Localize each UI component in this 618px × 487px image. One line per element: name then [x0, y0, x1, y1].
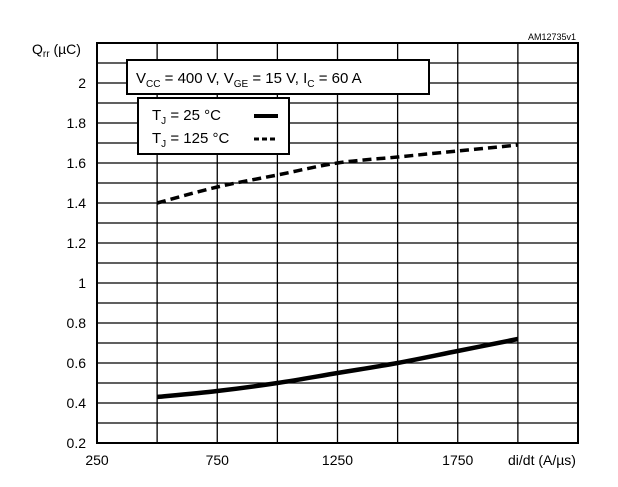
- series-layer: [156, 143, 519, 400]
- legend: TJ = 25 °C TJ = 125 °C: [137, 97, 290, 155]
- y-tick-label: 1.4: [67, 195, 87, 211]
- y-tick-label: 1.6: [67, 155, 87, 171]
- y-axis-label: Qrr (µC): [32, 41, 81, 60]
- y-tick-label: 0.6: [67, 355, 87, 371]
- vge-symbol: V: [224, 70, 234, 87]
- x-tick-label: 750: [206, 452, 230, 468]
- y-tick-label: 1: [78, 275, 86, 291]
- ic-symbol: I: [303, 70, 307, 87]
- series-line-tj-125c: [156, 143, 519, 205]
- y-tick-label: 2: [78, 75, 86, 91]
- conditions-text: VCC = 400 V, VGE = 15 V, IC = 60 A: [136, 70, 362, 90]
- series-line-tj-25c: [156, 336, 519, 400]
- y-tick-label: 0.8: [67, 315, 87, 331]
- x-tick-label: 1250: [322, 452, 353, 468]
- legend-label-125c: TJ = 125 °C: [152, 130, 229, 150]
- y-tick-label: 0.4: [67, 395, 87, 411]
- plot-frame: [96, 42, 579, 444]
- y-tick-label: 1.8: [67, 115, 87, 131]
- reference-code: AM12735v1: [528, 32, 576, 42]
- x-tick-label: 1750: [442, 452, 473, 468]
- y-tick-label: 1.2: [67, 235, 87, 251]
- conditions-box: VCC = 400 V, VGE = 15 V, IC = 60 A: [126, 59, 430, 95]
- y-tick-label: 0.2: [67, 435, 87, 451]
- legend-label-25c: TJ = 25 °C: [152, 107, 221, 127]
- axes: 0.2 0.4 0.6 0.8 1 1.2 1.4 1.6 1.8 2 250 750 1250 1750: [67, 42, 579, 468]
- vcc-symbol: V: [136, 70, 146, 87]
- grid: [96, 42, 579, 444]
- x-tick-label: 250: [85, 452, 109, 468]
- x-axis-label: di/dt (A/µs): [508, 452, 576, 468]
